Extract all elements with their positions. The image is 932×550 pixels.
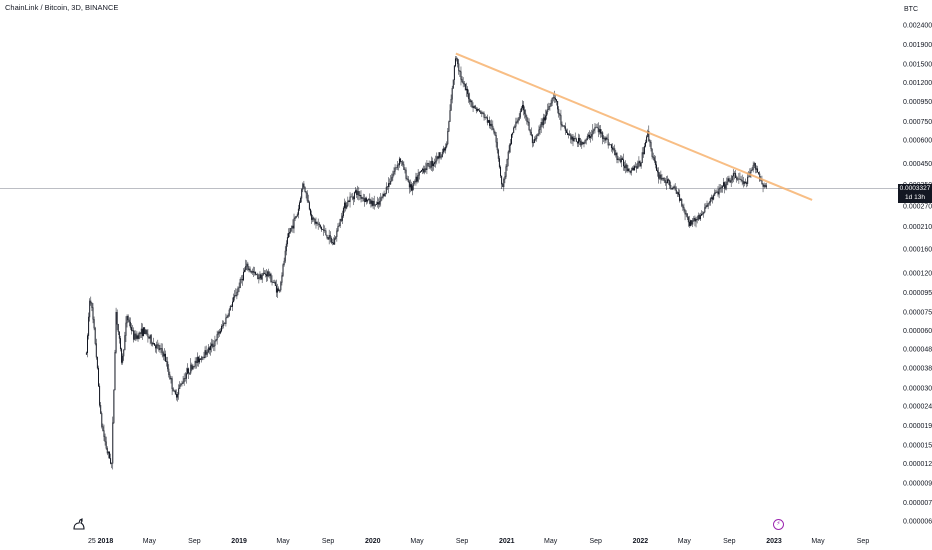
time-tick-label: Sep <box>723 538 736 545</box>
time-tick-label: Sep <box>589 538 602 545</box>
time-tick-label: 2020 <box>365 538 381 545</box>
tradingview-dino-icon[interactable] <box>72 517 86 531</box>
time-tick-label: 2023 <box>766 538 782 545</box>
time-tick-label: Sep <box>188 538 201 545</box>
time-tick-label: May <box>276 538 290 545</box>
time-tick-label: Sep <box>456 538 469 545</box>
current-price-badge: 0.0003327 1d 13h <box>898 184 932 203</box>
time-tick-label: May <box>544 538 558 545</box>
time-axis[interactable]: 25 2018 May Sep 2019 May Sep 2020 May Sep 2021 May S… <box>88 538 869 545</box>
time-tick-label: May <box>811 538 825 545</box>
bar-countdown: 1d 13h <box>905 194 925 201</box>
lightning-event-icon[interactable]: ⚡ <box>773 519 784 530</box>
time-tick-label: 2021 <box>499 538 515 545</box>
price-tick-label: 0.0000060 <box>903 519 932 526</box>
time-tick-label: May <box>410 538 424 545</box>
price-tick-label: 0.0000095 <box>903 480 932 487</box>
chart-title: ChainLink / Bitcoin, 3D, BINANCE <box>5 3 119 12</box>
time-tick-label: May <box>678 538 692 545</box>
current-price-value: 0.0003327 <box>899 185 931 192</box>
time-tick-label: Sep <box>857 538 870 545</box>
time-tick-label: Sep <box>322 538 335 545</box>
candles-series <box>85 56 767 470</box>
trendline[interactable] <box>455 52 813 201</box>
time-tick-label: 25 <box>88 538 96 545</box>
price-axis-unit: BTC <box>904 6 918 13</box>
time-tick-label: 2018 <box>98 538 114 545</box>
time-tick-label: May <box>143 538 157 545</box>
price-tick-label: 0.0000075 <box>903 500 932 507</box>
time-tick-label: 2022 <box>633 538 649 545</box>
time-tick-label: 2019 <box>231 538 247 545</box>
